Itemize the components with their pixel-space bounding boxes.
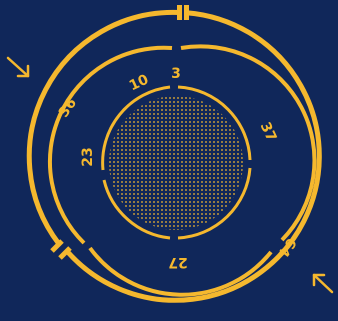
inner-ring-arc-left [101, 85, 171, 171]
center-disc [109, 96, 243, 230]
arrow-up-left-icon [312, 273, 334, 294]
outer-ring [26, 5, 322, 303]
middle-ring-arc-bottom [88, 246, 273, 297]
label-inner-23: 23 [80, 147, 96, 166]
label-inner-37: 37 [257, 120, 280, 144]
middle-ring-arc-top-right [180, 44, 317, 242]
middle-ring-arc-left [47, 45, 173, 245]
inner-ring-arc-right [177, 85, 252, 161]
inner-ring-arc-bottom-left [102, 179, 171, 240]
arrow-down-right-icon [6, 56, 30, 78]
outer-ring-arc-left [26, 9, 180, 246]
outer-ring-cap-bottom-a [58, 246, 72, 260]
outer-ring-arc-right [64, 10, 322, 303]
label-inner-10: 10 [127, 72, 152, 95]
outer-ring-cap-bottom-b [50, 239, 64, 253]
label-inner-3: 3 [171, 66, 181, 82]
label-inner-27: 27 [168, 254, 187, 270]
inner-ring-arc-bottom-right [177, 167, 252, 240]
inner-ring [101, 85, 252, 240]
middle-ring [47, 44, 317, 297]
